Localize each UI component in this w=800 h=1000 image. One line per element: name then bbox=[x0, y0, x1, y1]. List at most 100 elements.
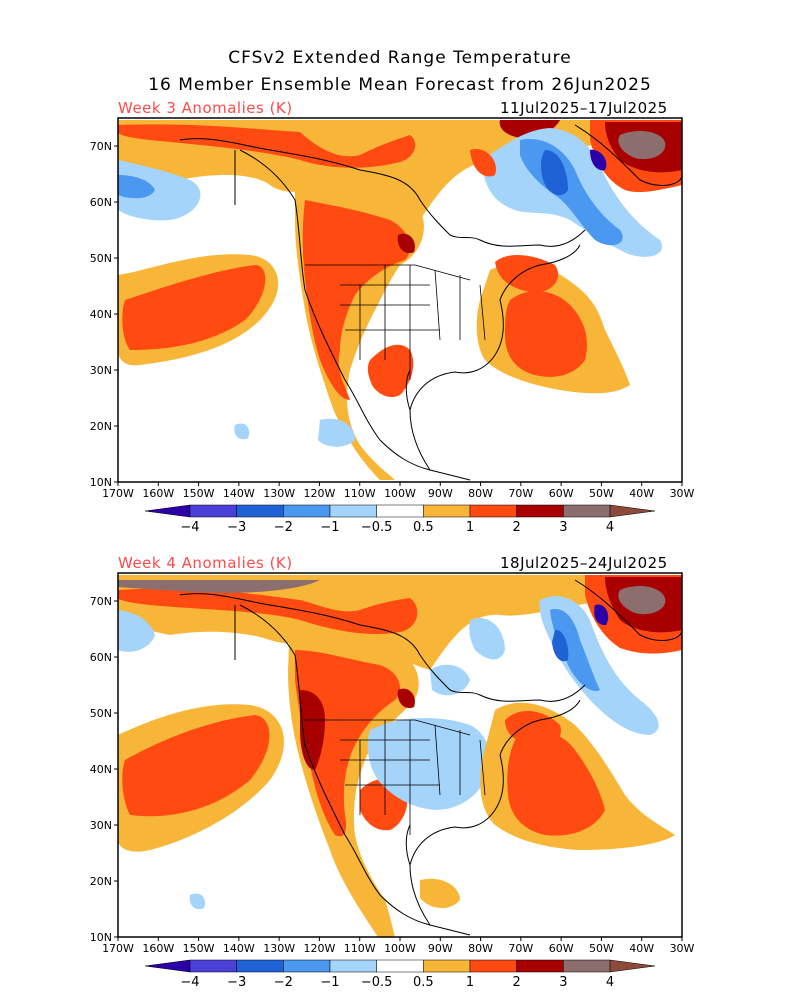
alaska-cool bbox=[118, 160, 201, 221]
week4-lat-label: 60N bbox=[90, 651, 112, 664]
colorbar-swatch bbox=[469, 959, 517, 973]
pacific-cool-spot bbox=[189, 893, 206, 910]
week4-lon-label: 90W bbox=[428, 942, 453, 955]
texas-warm-red bbox=[367, 344, 414, 397]
baja-cool bbox=[318, 418, 355, 447]
hudson-warm-dark bbox=[397, 688, 415, 709]
arctic-warm-brown bbox=[118, 580, 320, 593]
greenland-outline bbox=[574, 579, 682, 641]
week4-lat-label: 50N bbox=[90, 707, 112, 720]
arctic-warm-red bbox=[118, 588, 418, 635]
week3-lon-label: 100W bbox=[384, 487, 416, 500]
colorbar-label: 1 bbox=[466, 975, 474, 990]
week4-lon-label: 100W bbox=[384, 942, 416, 955]
labrador-cool-mid bbox=[550, 609, 600, 691]
colorbar-swatch bbox=[423, 504, 471, 518]
colorbar-label: −3 bbox=[227, 975, 246, 990]
colorbar-swatch bbox=[563, 504, 611, 518]
week3-dates: 11Jul2025–17Jul2025 bbox=[500, 99, 668, 117]
colorbar-label: 3 bbox=[559, 520, 567, 535]
atlantic-warm-red bbox=[507, 731, 605, 836]
canada-outline bbox=[179, 593, 586, 702]
atlantic-warm-red bbox=[505, 290, 587, 377]
colorbar-swatch bbox=[469, 504, 517, 518]
colorbar-label: −2 bbox=[274, 520, 293, 535]
labrador-cool-deep bbox=[540, 150, 568, 196]
colorbar-swatch bbox=[516, 959, 564, 973]
colorbar-label: −1 bbox=[320, 975, 339, 990]
pacific-warm-red bbox=[122, 265, 266, 350]
week3-lon-label: 60W bbox=[549, 487, 574, 500]
pacific-warm-red bbox=[122, 715, 270, 817]
west-warm-red bbox=[295, 650, 400, 837]
week3-lon-label: 50W bbox=[589, 487, 614, 500]
week3-lon-label: 130W bbox=[263, 487, 295, 500]
colorbar-swatch bbox=[376, 504, 424, 518]
colorbar-left-arrow bbox=[144, 504, 191, 518]
labrador-cool-deep bbox=[552, 629, 569, 662]
colorbar-label: −1 bbox=[320, 520, 339, 535]
greenland-cool-tip bbox=[590, 149, 607, 171]
alaska-cool-mid bbox=[118, 175, 155, 199]
week4-lon-label: 160W bbox=[142, 942, 174, 955]
colorbar-label: −2 bbox=[274, 975, 293, 990]
week3-lon-label: 140W bbox=[223, 487, 255, 500]
colorbar-swatch bbox=[189, 504, 237, 518]
colorbar-label: −0.5 bbox=[361, 975, 393, 990]
week4-anomaly-field bbox=[118, 573, 682, 937]
canada-outline bbox=[179, 138, 586, 247]
week3-lon-label: 40W bbox=[629, 487, 654, 500]
week3-lat-label: 60N bbox=[90, 196, 112, 209]
colorbar-label: −3 bbox=[227, 520, 246, 535]
colorbar-swatch bbox=[423, 959, 471, 973]
week3-lon-label: 160W bbox=[142, 487, 174, 500]
week4-lon-label: 170W bbox=[102, 942, 134, 955]
colorbar-left-arrow bbox=[144, 959, 191, 973]
title-line-1: CFSv2 Extended Range Temperature bbox=[228, 48, 572, 68]
week4-dates: 18Jul2025–24Jul2025 bbox=[500, 554, 668, 572]
week4-lat-label: 30N bbox=[90, 819, 112, 832]
colorbar-right-arrow bbox=[609, 504, 656, 518]
us-border-lines bbox=[305, 264, 486, 380]
week4-lon-label: 120W bbox=[303, 942, 335, 955]
baffin-cool bbox=[469, 618, 505, 660]
colorbar-swatch bbox=[563, 959, 611, 973]
week3-lon-label: 70W bbox=[508, 487, 533, 500]
gulf-warm bbox=[420, 878, 460, 909]
colorbar-label: −4 bbox=[180, 520, 199, 535]
week4-colorbar: −4 −3 −2 −1 −0.5 0.5 1 2 3 4 bbox=[144, 959, 656, 990]
week3-lat-label: 70N bbox=[90, 140, 112, 153]
week4-map bbox=[117, 572, 683, 938]
us-border-lines bbox=[305, 719, 486, 835]
colorbars: −4 −3 −2 −1 −0.5 0.5 1 2 3 4 −4 −3 −2 −1 −0.5 0.5 1 2 3 4 bbox=[144, 504, 656, 990]
pacific-cool-spot bbox=[234, 423, 250, 440]
colorbar-label: 1 bbox=[466, 520, 474, 535]
baffin-warm bbox=[470, 149, 496, 177]
week3-map bbox=[117, 117, 683, 483]
colorbar-swatch bbox=[236, 504, 284, 518]
week3-lat-label: 40N bbox=[90, 308, 112, 321]
week4-lon-label: 110W bbox=[344, 942, 376, 955]
colorbar-swatch bbox=[283, 959, 331, 973]
week4-lon-label: 70W bbox=[508, 942, 533, 955]
colorbar-right-arrow bbox=[609, 959, 656, 973]
week4-lon-label: 60W bbox=[549, 942, 574, 955]
greenland-cool-tip bbox=[594, 604, 609, 626]
week4-lat-label: 10N bbox=[90, 931, 112, 944]
week3-colorbar: −4 −3 −2 −1 −0.5 0.5 1 2 3 4 bbox=[144, 504, 656, 535]
colorbar-swatch bbox=[329, 959, 377, 973]
colorbar-swatch bbox=[516, 504, 564, 518]
week4-lon-label: 50W bbox=[589, 942, 614, 955]
week3-lat-label: 10N bbox=[90, 476, 112, 489]
week4-lon-label: 30W bbox=[670, 942, 695, 955]
hudson-warm-dark bbox=[397, 233, 415, 254]
week3-lon-label: 120W bbox=[303, 487, 335, 500]
colorbar-label: 2 bbox=[513, 975, 521, 990]
colorbar-label: 4 bbox=[606, 520, 614, 535]
arctic-warm-dark bbox=[499, 120, 560, 138]
arctic-warm-red bbox=[118, 124, 416, 168]
greenland-warm-brown bbox=[618, 130, 666, 160]
colorbar-label: 0.5 bbox=[413, 520, 434, 535]
